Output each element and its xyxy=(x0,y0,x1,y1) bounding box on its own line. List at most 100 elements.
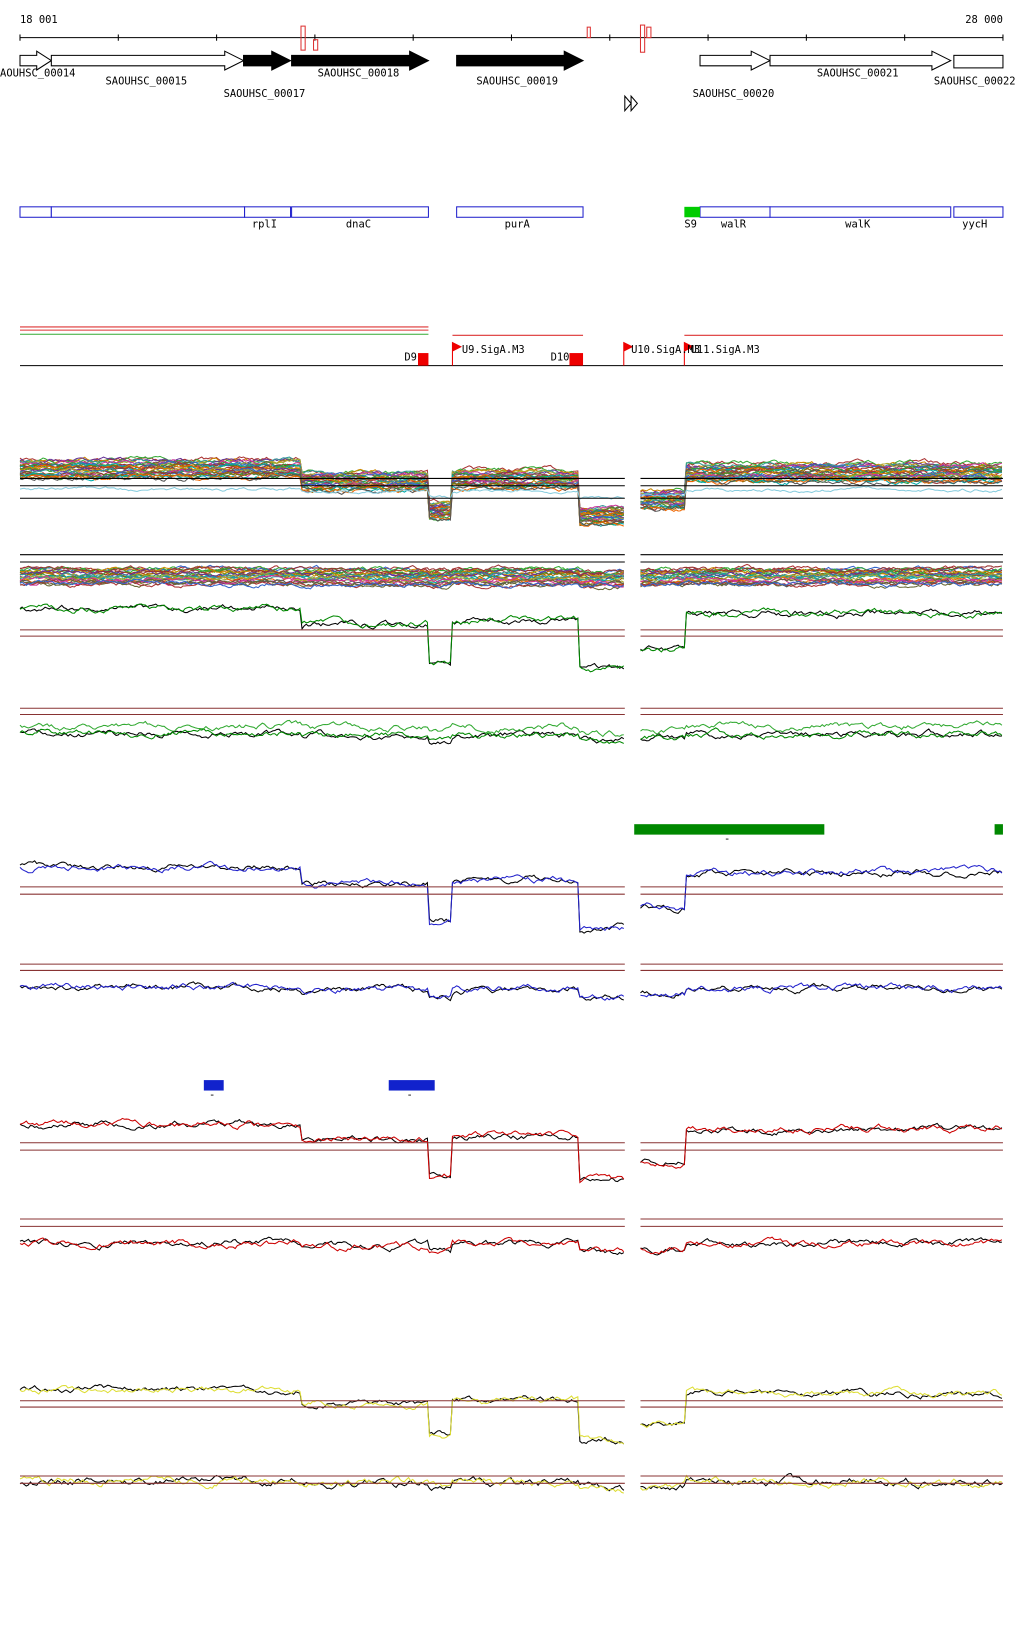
trace xyxy=(19,1236,625,1256)
trace xyxy=(19,728,625,745)
label: walR xyxy=(721,219,747,231)
gene-box xyxy=(19,206,52,218)
trace xyxy=(640,1123,1003,1169)
trace xyxy=(640,571,1002,581)
label: U10.SigA.M3 xyxy=(631,344,700,356)
site xyxy=(586,26,591,39)
gene-box xyxy=(953,54,1004,69)
trace xyxy=(19,860,625,934)
gene-arrow xyxy=(769,50,952,71)
trace xyxy=(640,485,1003,497)
trace xyxy=(640,868,1003,914)
feature xyxy=(569,353,584,366)
trace xyxy=(19,603,625,673)
site xyxy=(313,39,319,51)
strand-mark xyxy=(624,94,639,113)
trace xyxy=(19,578,624,590)
gene-box xyxy=(50,206,246,218)
gene-box xyxy=(699,206,771,218)
trace xyxy=(19,728,624,745)
trace xyxy=(640,580,1002,588)
gene-arrow xyxy=(291,50,430,71)
trace xyxy=(19,719,624,738)
label: S9 xyxy=(684,219,697,231)
label: - xyxy=(724,833,730,845)
promoter xyxy=(623,341,634,366)
site xyxy=(646,26,652,39)
trace xyxy=(640,476,1003,512)
gene-arrow xyxy=(50,50,245,71)
gene-arrow xyxy=(19,50,53,71)
trace xyxy=(640,982,1003,999)
label: SAOUHSC_00018 xyxy=(318,67,400,79)
trace xyxy=(19,564,624,577)
label: SAOUHSC_00017 xyxy=(224,88,306,100)
gene-arrow xyxy=(456,50,585,71)
gene-box xyxy=(953,206,1004,218)
trace xyxy=(640,607,1003,653)
trace xyxy=(19,1385,625,1445)
promoter xyxy=(683,341,694,366)
trace xyxy=(19,1384,625,1445)
trace xyxy=(640,577,1003,587)
gene-arrow xyxy=(699,50,772,71)
trace xyxy=(19,1236,625,1254)
trace xyxy=(19,981,625,1001)
trace xyxy=(640,1385,1003,1429)
bar xyxy=(634,824,825,835)
site xyxy=(639,24,646,53)
feature xyxy=(417,353,429,366)
gene-box xyxy=(244,206,292,218)
label: rplI xyxy=(252,219,277,231)
trace xyxy=(640,982,1003,998)
label: 18 001 xyxy=(20,14,58,26)
label: SAOUHSC_00022 xyxy=(934,76,1016,88)
label: SAOUHSC_00019 xyxy=(476,76,558,88)
trace xyxy=(640,1236,1003,1255)
label: SAOUHSC_00014 xyxy=(0,67,75,79)
label: purA xyxy=(505,219,531,231)
label: D10 xyxy=(551,351,570,363)
label: D9 xyxy=(404,351,417,363)
label: yycH xyxy=(962,219,987,231)
trace xyxy=(19,1117,625,1184)
trace xyxy=(19,456,625,513)
trace xyxy=(19,455,625,513)
trace xyxy=(19,570,625,583)
label: - xyxy=(209,1089,215,1101)
trace xyxy=(19,860,624,932)
label: 28 000 xyxy=(965,14,1003,26)
trace xyxy=(640,864,1003,911)
label: U11.SigA.M3 xyxy=(691,344,760,356)
label: walK xyxy=(845,219,871,231)
label: - xyxy=(406,1089,412,1101)
label: SAOUHSC_00020 xyxy=(693,88,775,100)
label: U9.SigA.M3 xyxy=(462,344,525,356)
trace xyxy=(19,485,624,500)
trace xyxy=(19,574,624,588)
gene-box xyxy=(769,206,952,218)
trace xyxy=(640,469,1003,504)
trace xyxy=(640,1122,1003,1167)
gene-box xyxy=(456,206,584,218)
bar xyxy=(203,1080,224,1091)
gene-box xyxy=(291,206,429,218)
promoter xyxy=(451,341,462,366)
label: dnaC xyxy=(346,219,371,231)
trace xyxy=(640,570,1003,582)
trace xyxy=(640,720,1003,735)
label: SAOUHSC_00015 xyxy=(106,76,188,88)
site xyxy=(300,25,306,51)
gene-box xyxy=(684,206,701,218)
gene-arrow xyxy=(243,50,292,71)
trace xyxy=(19,578,624,588)
trace xyxy=(19,465,624,519)
bar xyxy=(388,1080,435,1091)
label: SAOUHSC_00021 xyxy=(817,67,899,79)
trace xyxy=(19,981,624,1002)
bar xyxy=(994,824,1003,835)
trace xyxy=(19,1475,624,1494)
trace xyxy=(19,459,625,512)
